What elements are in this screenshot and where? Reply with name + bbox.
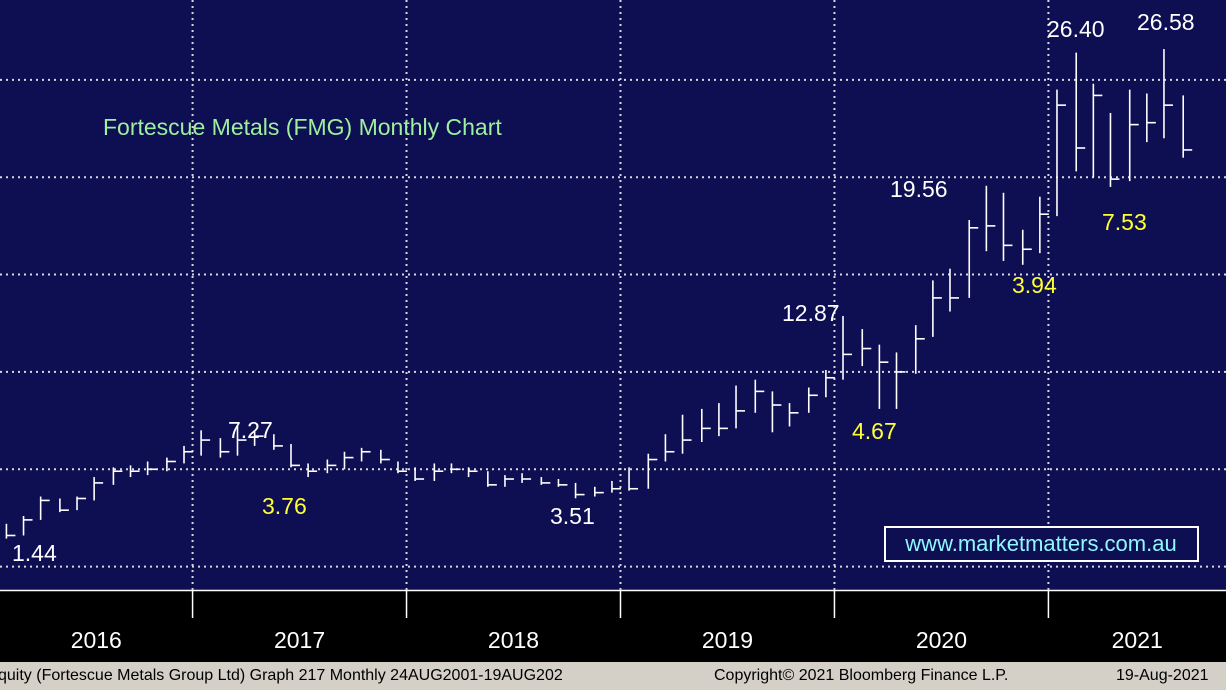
annotation: 7.53	[1102, 209, 1147, 235]
x-tick-label: 2020	[916, 627, 967, 653]
annotation: 26.58	[1137, 9, 1195, 35]
footer-right: 19-Aug-2021	[1116, 667, 1209, 684]
x-tick-label: 2019	[702, 627, 753, 653]
annotation: 3.94	[1012, 272, 1057, 298]
annotation: 3.76	[262, 493, 307, 519]
x-tick-label: 2021	[1112, 627, 1163, 653]
watermark: www.marketmatters.com.au	[904, 531, 1176, 556]
annotation: 7.27	[228, 417, 273, 443]
bars	[5, 49, 1193, 539]
x-axis-band	[0, 590, 1226, 662]
grid	[0, 0, 1226, 618]
footer-left: quity (Fortescue Metals Group Ltd) Graph…	[0, 667, 563, 684]
annotation: 4.67	[852, 418, 897, 444]
chart-title: Fortescue Metals (FMG) Monthly Chart	[103, 114, 502, 140]
watermark-box	[884, 526, 1199, 562]
footer-background	[0, 662, 1226, 690]
x-tick-label: 2017	[274, 627, 325, 653]
labels: 2016 2017 2018 2019 2020 2021 1.44 7.27 3.76 3.51…	[12, 9, 1195, 653]
plot-background	[0, 0, 1226, 590]
annotation: 26.40	[1047, 16, 1105, 42]
x-tick-label: 2016	[71, 627, 122, 653]
annotation: 3.51	[550, 503, 595, 529]
footer-middle: Copyright© 2021 Bloomberg Finance L.P.	[714, 667, 1008, 684]
annotation: 19.56	[890, 176, 948, 202]
annotation: 12.87	[782, 300, 840, 326]
x-tick-label: 2018	[488, 627, 539, 653]
annotation: 1.44	[12, 540, 57, 566]
